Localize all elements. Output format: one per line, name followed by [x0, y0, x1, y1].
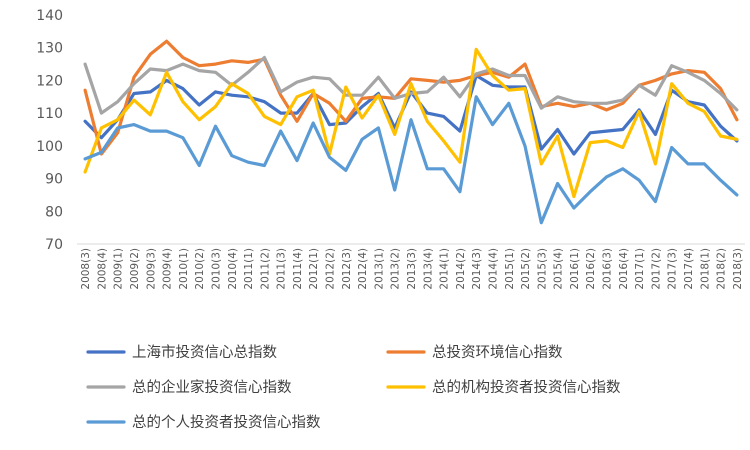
x-tick-label: 2014(4) [487, 248, 499, 290]
series-line-5 [83, 95, 739, 225]
y-tick-label: 130 [36, 41, 63, 57]
x-tick-label: 2008(4) [96, 248, 108, 290]
x-tick-label: 2012(4) [357, 248, 369, 290]
x-tick-label: 2018(1) [699, 248, 711, 290]
legend-label-1: 上海市投资信心总指数 [132, 344, 277, 361]
x-tick-label: 2013(2) [390, 248, 402, 290]
legend-label-3: 总的企业家投资信心指数 [132, 378, 292, 396]
y-tick-label: 80 [45, 204, 63, 220]
x-tick-label: 2014(3) [471, 248, 483, 290]
x-tick-label: 2015(1) [504, 248, 516, 290]
legend-label-4: 总的机构投资者投资信心指数 [432, 379, 621, 396]
y-tick-label: 100 [36, 139, 63, 155]
x-tick-label: 2009(1) [113, 248, 125, 290]
series-line-3 [83, 55, 739, 115]
y-tick-label: 110 [36, 106, 63, 122]
x-tick-label: 2011(1) [243, 248, 255, 290]
y-tick-label: 120 [36, 73, 63, 89]
x-tick-label: 2011(2) [259, 248, 271, 290]
x-tick-label: 2009(4) [162, 248, 174, 290]
x-tick-label: 2010(1) [178, 248, 190, 290]
series-line-4 [83, 47, 739, 199]
x-tick-label: 2017(4) [683, 248, 695, 290]
x-tick-label: 2014(2) [455, 248, 467, 290]
x-tick-label: 2008(3) [80, 248, 92, 290]
x-tick-label: 2015(2) [520, 248, 532, 290]
x-tick-label: 2017(2) [650, 248, 662, 290]
x-tick-label: 2015(3) [536, 248, 548, 290]
x-tick-label: 2010(2) [194, 248, 206, 290]
x-tick-label: 2012(3) [341, 248, 353, 290]
x-tick-label: 2013(1) [373, 248, 385, 290]
x-tick-label: 2015(4) [553, 248, 565, 290]
x-tick-label: 2018(2) [716, 248, 728, 290]
x-tick-label: 2016(3) [602, 248, 614, 290]
x-tick-label: 2016(1) [569, 248, 581, 290]
x-tick-label: 2018(3) [732, 248, 744, 290]
x-tick-label: 2017(3) [667, 248, 679, 290]
x-tick-label: 2010(3) [210, 248, 222, 290]
y-tick-label: 90 [45, 172, 63, 188]
x-tick-label: 2014(1) [439, 248, 451, 290]
x-tick-label: 2013(4) [422, 248, 434, 290]
x-tick-label: 2012(1) [308, 248, 320, 290]
x-tick-label: 2012(2) [325, 248, 337, 290]
x-tick-label: 2016(4) [618, 248, 630, 290]
x-tick-label: 2011(4) [292, 248, 304, 290]
x-tick-label: 2016(2) [585, 248, 597, 290]
legend-label-5: 总的个人投资者投资信心指数 [132, 414, 321, 431]
x-tick-label: 2017(1) [634, 248, 646, 290]
y-tick-label: 70 [45, 237, 63, 253]
x-tick-label: 2009(2) [129, 248, 141, 290]
x-tick-label: 2011(3) [276, 248, 288, 290]
legend-label-2: 总投资环境信心指数 [432, 343, 563, 361]
y-tick-label: 140 [36, 8, 63, 24]
x-tick-label: 2013(3) [406, 248, 418, 290]
x-tick-label: 2009(3) [145, 248, 157, 290]
x-tick-label: 2010(4) [227, 248, 239, 290]
